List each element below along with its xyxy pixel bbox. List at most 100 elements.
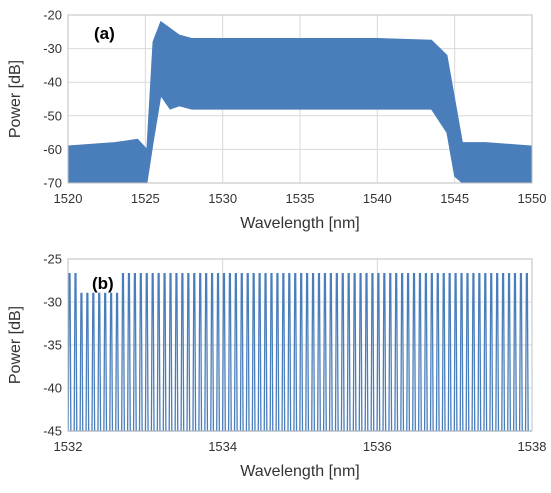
comb-line	[115, 292, 120, 432]
comb-line	[477, 272, 482, 432]
y-tick-label: -70	[43, 176, 62, 191]
chart-a-y-axis-label: Power [dB]	[7, 60, 24, 138]
chart-a-x-axis-label: Wavelength [nm]	[240, 215, 359, 232]
chart-a-y-tick-labels: -20 -30 -40 -50 -60 -70	[43, 8, 62, 191]
comb-line	[269, 272, 274, 432]
comb-line	[465, 272, 470, 432]
comb-line	[435, 272, 440, 432]
comb-line	[400, 272, 405, 432]
comb-line	[471, 272, 476, 432]
comb-line	[180, 272, 185, 432]
comb-line	[192, 272, 197, 432]
comb-line	[97, 292, 102, 432]
y-tick-label: -20	[43, 8, 62, 23]
comb-line	[513, 272, 517, 432]
comb-line	[423, 272, 428, 432]
comb-line	[394, 272, 399, 432]
comb-line	[198, 272, 203, 432]
comb-line	[358, 272, 363, 432]
comb-line	[222, 272, 226, 432]
plot-frame	[67, 14, 533, 184]
y-tick-label: -30	[43, 41, 62, 56]
comb-line	[73, 272, 78, 432]
comb-line	[227, 272, 232, 432]
y-tick-label: -40	[43, 75, 62, 90]
x-tick-label: 1520	[54, 191, 83, 206]
comb-line	[281, 272, 286, 432]
comb-line	[418, 272, 422, 432]
comb-line	[103, 292, 108, 432]
comb-line	[328, 272, 333, 432]
comb-line	[489, 272, 494, 432]
comb-line	[216, 272, 220, 432]
comb-line	[376, 272, 381, 432]
comb-line	[126, 272, 131, 432]
comb-line	[144, 272, 149, 432]
comb-line	[382, 272, 387, 432]
comb-line	[364, 272, 369, 432]
comb-line	[91, 292, 96, 432]
chart-b-y-axis-label: Power [dB]	[7, 306, 24, 384]
comb-line	[233, 272, 238, 432]
comb-line	[168, 272, 173, 432]
comb-line	[132, 272, 137, 432]
comb-line	[85, 292, 90, 432]
y-tick-label: -45	[43, 424, 62, 439]
comb-line	[67, 272, 72, 432]
comb-line	[287, 272, 292, 432]
comb-line	[263, 272, 268, 432]
comb-line	[317, 272, 321, 432]
comb-line	[495, 272, 500, 432]
y-tick-label: -25	[43, 252, 62, 267]
comb-line	[322, 272, 327, 432]
comb-line	[257, 272, 262, 432]
chart-b-comb-spectrum	[67, 272, 532, 432]
comb-line	[340, 272, 345, 432]
comb-line	[459, 272, 464, 432]
comb-line	[245, 272, 250, 432]
y-tick-label: -50	[43, 108, 62, 123]
comb-line	[79, 292, 84, 432]
x-tick-label: 1525	[131, 191, 160, 206]
comb-line	[162, 272, 167, 432]
comb-line	[156, 272, 161, 432]
comb-line	[204, 272, 209, 432]
chart-b-x-axis-label: Wavelength [nm]	[240, 463, 359, 480]
x-tick-label: 1536	[363, 439, 392, 454]
comb-line	[507, 272, 512, 432]
chart-b-axes	[67, 258, 533, 432]
y-tick-label: -40	[43, 381, 62, 396]
comb-line	[406, 272, 411, 432]
comb-line	[311, 272, 316, 432]
x-tick-label: 1540	[363, 191, 392, 206]
x-tick-label: 1545	[440, 191, 469, 206]
comb-line	[412, 272, 416, 432]
comb-line	[251, 272, 256, 432]
x-tick-label: 1550	[518, 191, 547, 206]
comb-line	[109, 292, 114, 432]
comb-line	[352, 272, 357, 432]
comb-line	[441, 272, 446, 432]
comb-line	[275, 272, 280, 432]
x-tick-label: 1538	[518, 439, 547, 454]
comb-line	[150, 272, 155, 432]
x-tick-label: 1535	[286, 191, 315, 206]
comb-line	[447, 272, 452, 432]
x-tick-label: 1530	[208, 191, 237, 206]
comb-line	[483, 272, 488, 432]
comb-line	[429, 272, 434, 432]
y-tick-label: -35	[43, 338, 62, 353]
chart-panel-a: -20-30-40-50-60-70 1520 1525 1530 1535 1540 1…	[7, 8, 546, 233]
x-tick-label: 1534	[208, 439, 237, 454]
comb-line	[518, 272, 523, 432]
chart-a-x-tick-labels: 1520 1525 1530 1535 1540 1545 1550	[54, 191, 547, 206]
comb-line	[239, 272, 244, 432]
chart-b-x-tick-labels: 1532 1534 1536 1538	[54, 439, 547, 454]
comb-line	[346, 272, 351, 432]
comb-line	[121, 272, 125, 432]
comb-line	[210, 272, 215, 432]
chart-b-panel-label: (b)	[92, 274, 114, 293]
comb-line	[174, 272, 179, 432]
comb-line	[138, 272, 143, 432]
